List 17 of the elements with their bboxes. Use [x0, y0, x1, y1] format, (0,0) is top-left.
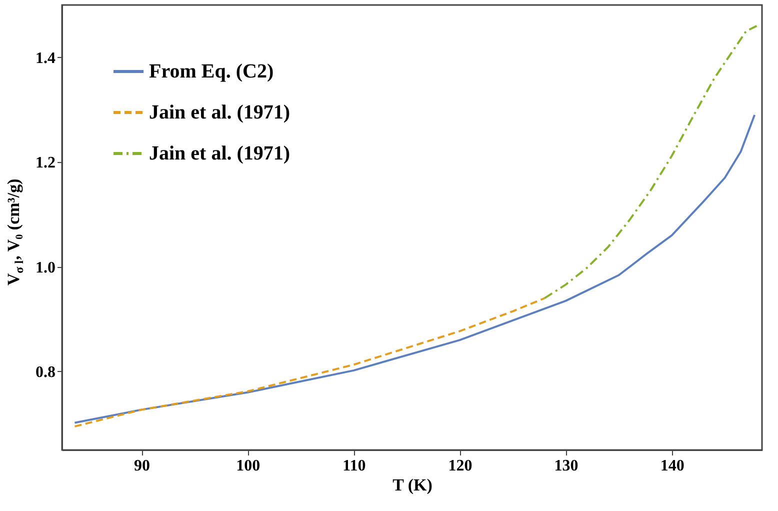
y-tick-label: 1.2	[36, 154, 56, 172]
legend-label: From Eq. (C2)	[149, 60, 274, 82]
x-tick-label: 90	[134, 458, 150, 474]
legend-label: Jain et al. (1971)	[149, 102, 290, 124]
line-series	[544, 24, 758, 300]
line-series	[74, 297, 546, 428]
x-tick-label: 100	[236, 458, 260, 474]
x-axis-title: T (K)	[392, 476, 432, 494]
y-tick-label: 1.4	[36, 50, 56, 67]
legend-label: Jain et al. (1971)	[149, 142, 290, 164]
y-axis-title: Vσ l, V₀ (cm³/g)	[4, 178, 26, 286]
x-tick-label: 140	[660, 458, 684, 474]
y-tick-label: 0.8	[36, 364, 56, 381]
x-tick-label: 110	[342, 458, 366, 474]
y-tick-label: 1.0	[36, 259, 56, 276]
x-tick-label: 120	[448, 458, 472, 474]
x-tick-label: 130	[554, 458, 578, 474]
